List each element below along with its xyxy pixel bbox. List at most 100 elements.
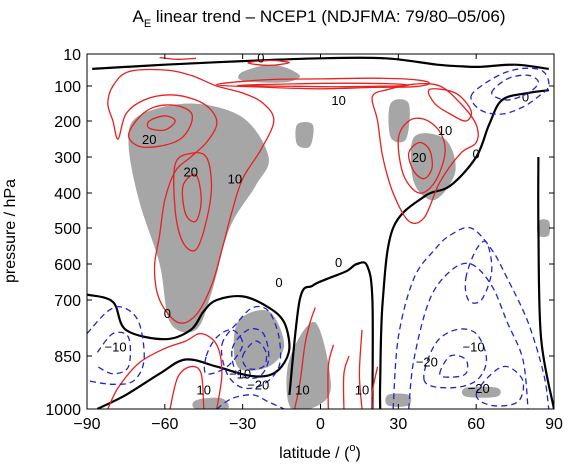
contour-label-16: −20 [247,377,269,392]
contour-label-10: 0 [275,275,282,290]
x-axis: −90 −60 −30 0 30 60 90 [73,54,563,433]
contour-label-4: 20 [142,132,156,147]
significance-region-1 [238,64,300,83]
significance-region-8 [385,393,412,407]
significance-region-2 [295,122,314,149]
x-tick-label-6: 90 [545,416,563,433]
positive-contour-20 [327,344,335,409]
positive-contour-9 [181,173,202,223]
positive-contour-14 [397,117,446,194]
significance-region-4 [410,133,456,201]
x-tick-label-0: −90 [73,416,100,433]
positive-contour-15 [407,141,433,180]
positive-contour-13 [371,83,479,225]
chart-title: AE linear trend – NCEP1 (NDJFMA: 79/80–0… [132,7,505,30]
significance-region-5 [233,310,285,371]
y-tick-label-4: 400 [54,186,81,203]
y-tick-label-6: 600 [54,257,81,274]
x-axis-label-superscript: o [349,442,355,454]
negative-contour-33 [408,262,529,409]
x-tick-label-1: −60 [151,416,178,433]
contour-lines [87,56,554,409]
contour-label-8: 10 [228,172,242,187]
y-tick-label-0: 10 [63,47,81,64]
positive-contour-12 [247,59,291,67]
significance-region-9 [461,386,501,398]
negative-contour-34 [423,328,488,389]
contour-label-9: 0 [335,255,342,270]
x-tick-label-5: 60 [467,416,485,433]
zero-contour-2 [288,261,374,409]
x-axis-label-text: latitude / ( [279,445,350,462]
chart-title-rest: linear trend – NCEP1 (NDJFMA: 79/80–05/0… [151,7,505,26]
negative-contour-35 [439,354,469,378]
negative-contour-28 [231,328,270,380]
y-axis-label: pressure / hPa [2,179,19,283]
contour-label-1: 0 [522,90,529,105]
negative-contour-26 [96,331,132,375]
contour-label-5: 20 [412,150,426,165]
contour-label-0: 0 [257,51,264,66]
positive-contour-16 [427,88,473,122]
significance-region-0 [128,103,269,333]
significance-region-3 [388,99,410,143]
contour-label-7: 20 [184,164,198,179]
positive-contour-18 [169,365,205,409]
zero-contour-3 [378,89,549,409]
y-tick-label-5: 500 [54,221,81,238]
significance-shading [128,64,551,409]
negative-contour-29 [241,340,268,370]
negative-contour-39 [491,74,540,101]
positive-contour-10 [216,77,431,90]
significance-region-10 [537,219,551,237]
positive-contour-19 [293,307,316,409]
contour-label-12: −10 [105,340,127,355]
positive-contour-23 [371,366,379,409]
positive-contour-8 [173,151,213,252]
x-tick-label-2: −30 [229,416,256,433]
positive-contour-7 [146,115,176,132]
x-axis-label: latitude / (o) [279,442,361,462]
zero-contour-0 [92,56,549,70]
y-tick-label-2: 200 [54,114,81,131]
contour-label-2: 10 [331,93,345,108]
negative-contour-37 [464,240,493,304]
negative-contour-31 [216,394,285,409]
significance-region-6 [286,322,331,409]
y-tick-label-3: 300 [54,150,81,167]
y-tick-label-1: 100 [54,79,81,96]
x-axis-label-end: ) [356,445,361,462]
x-tick-label-4: 30 [389,416,407,433]
positive-contour-21 [342,355,350,409]
negative-contour-32 [392,226,550,409]
contour-label-19: 10 [295,383,309,398]
chart-title-subscript: E [144,18,151,30]
y-tick-label-9: 1000 [45,402,81,419]
positive-contour-5 [107,68,275,324]
positive-contour-22 [358,329,363,409]
contour-label-20: 10 [355,383,369,398]
positive-contour-17 [107,332,223,409]
contour-label-3: 10 [438,123,452,138]
positive-contour-6 [127,104,194,148]
contour-label-13: −10 [463,340,485,355]
negative-contour-25 [87,306,145,385]
positive-contour-24 [159,56,197,60]
negative-contour-30 [203,329,244,375]
contour-label-11: 0 [164,306,171,321]
negative-contour-36 [475,365,525,407]
significance-region-7 [192,397,229,409]
x-tick-label-3: 0 [316,416,325,433]
zero-contour-1 [87,293,291,409]
chart-title-main: A [132,7,144,26]
y-tick-label-8: 850 [54,349,81,366]
zero-contour-4 [537,156,554,409]
contour-label-6: 0 [473,146,480,161]
y-tick-label-7: 700 [54,293,81,310]
contour-label-18: 10 [197,383,211,398]
positive-contour-11 [236,82,410,88]
contour-label-17: −20 [468,381,490,396]
